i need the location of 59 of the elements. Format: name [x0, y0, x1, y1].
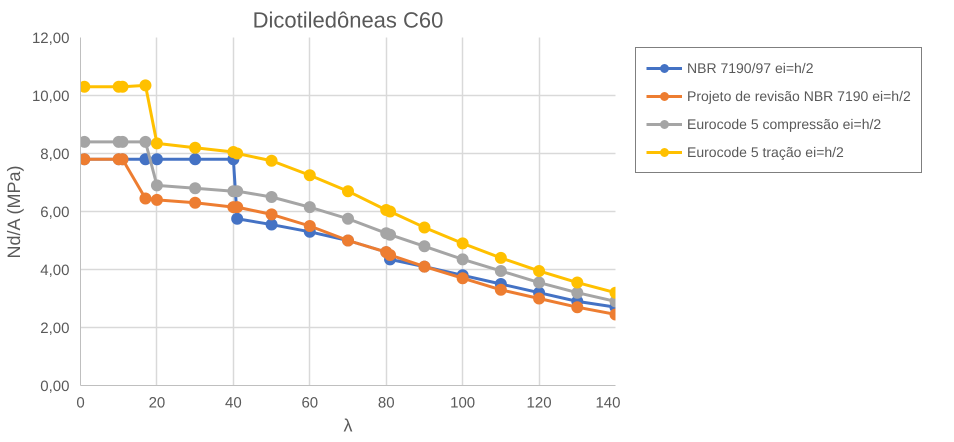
y-tick-label: 12,00: [32, 30, 70, 47]
y-tick-label: 2,00: [40, 320, 70, 337]
x-tick-label: 60: [301, 394, 318, 412]
point: [456, 237, 469, 250]
y-axis-title: Nd/A (MPa): [4, 165, 24, 259]
point: [304, 201, 316, 214]
point: [533, 276, 546, 289]
point: [150, 137, 163, 150]
point: [571, 301, 584, 314]
legend-label: Projeto de revisão NBR 7190 ei=h/2: [687, 88, 911, 104]
point: [494, 252, 507, 264]
legend-label: NBR 7190/97 ei=h/2: [687, 60, 814, 76]
point: [342, 185, 354, 198]
point: [418, 221, 430, 234]
point: [189, 153, 202, 166]
point: [418, 240, 430, 252]
point: [139, 136, 152, 148]
point: [139, 79, 152, 92]
point: [304, 169, 316, 182]
point: [189, 182, 202, 194]
chart-title: Dicotiledôneas C60: [252, 8, 444, 32]
point: [304, 220, 316, 232]
y-tick-label: 0,00: [40, 378, 70, 395]
point: [150, 194, 163, 206]
y-tick-label: 6,00: [40, 204, 70, 221]
point: [494, 264, 507, 277]
x-axis-title: λ: [344, 416, 352, 436]
legend-label: Eurocode 5 compressão ei=h/2: [687, 116, 882, 132]
y-tick-label: 10,00: [32, 88, 70, 105]
point: [231, 212, 244, 225]
point: [384, 249, 396, 261]
point: [456, 272, 469, 284]
point: [533, 264, 546, 277]
point: [384, 206, 396, 218]
point: [266, 191, 278, 203]
point: [266, 154, 278, 167]
y-tick-label: 8,00: [40, 146, 70, 163]
x-tick-label: 100: [450, 394, 476, 412]
y-tick-label: 4,00: [40, 262, 70, 279]
x-tick-label: 20: [148, 394, 166, 412]
point: [189, 142, 202, 154]
point: [150, 179, 163, 192]
point: [456, 253, 469, 266]
point: [266, 208, 278, 220]
x-tick-label: 40: [225, 394, 242, 412]
x-tick-label: 80: [378, 394, 395, 412]
point: [342, 212, 354, 225]
x-tick-label: 120: [526, 394, 552, 412]
point: [571, 276, 584, 289]
point: [139, 192, 152, 204]
point: [150, 153, 163, 166]
point: [571, 286, 584, 299]
point: [494, 284, 507, 296]
point: [533, 292, 546, 304]
x-tick-label: 140: [595, 394, 621, 412]
point: [266, 218, 278, 231]
legend-label: Eurocode 5 tração ei=h/2: [687, 144, 844, 160]
x-tick-label: 0: [76, 394, 85, 412]
point: [189, 196, 202, 209]
